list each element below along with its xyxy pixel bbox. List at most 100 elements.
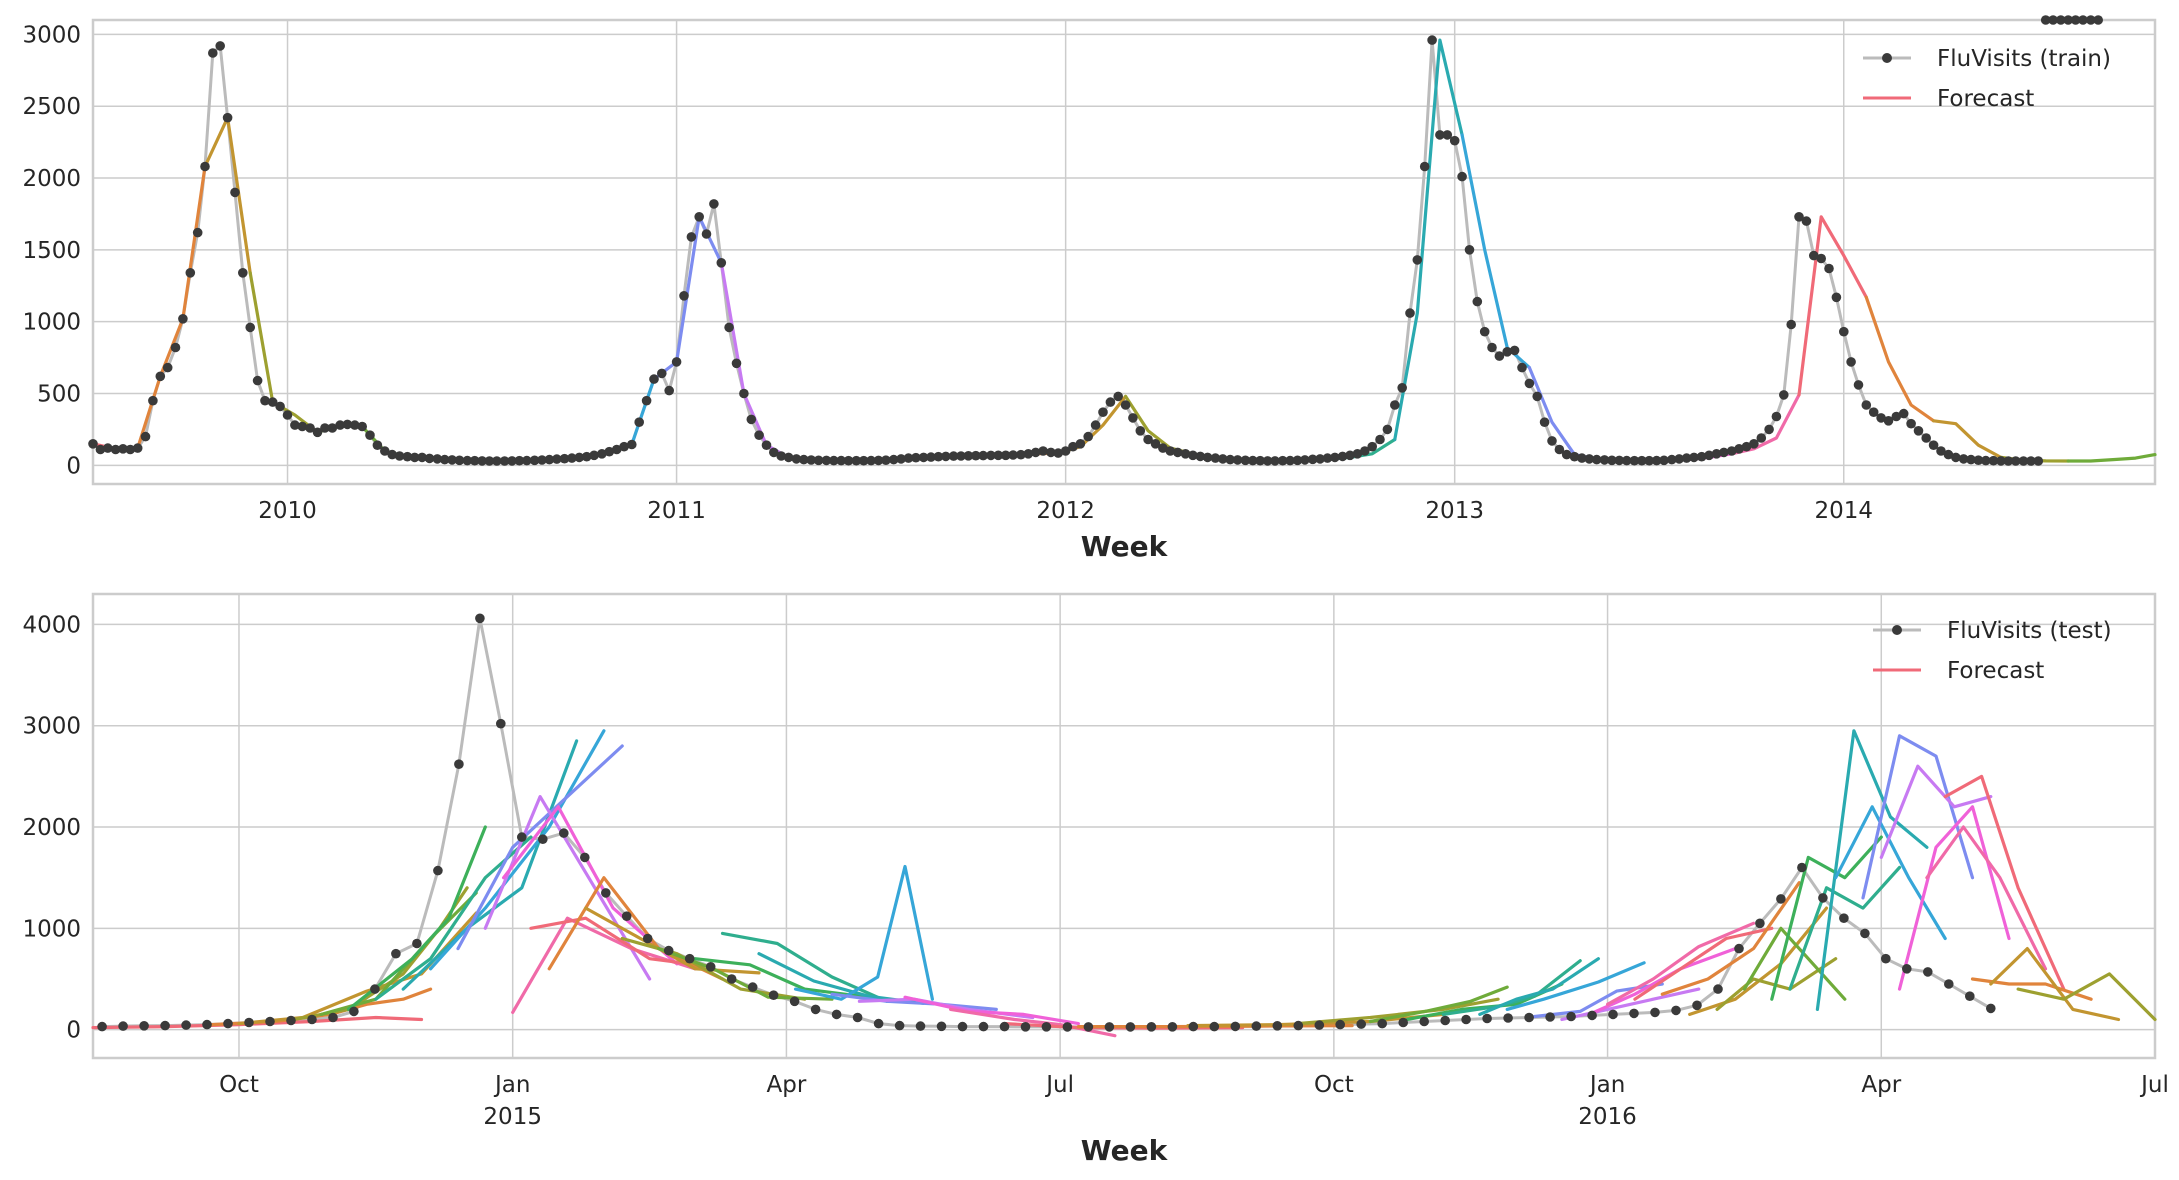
observed-point bbox=[1614, 455, 1625, 466]
observed-point bbox=[1756, 433, 1767, 443]
observed-point bbox=[1883, 416, 1894, 426]
observed-point bbox=[1776, 894, 1786, 904]
observed-point bbox=[97, 1021, 107, 1032]
observed-point bbox=[926, 452, 936, 462]
observed-point bbox=[858, 455, 869, 466]
observed-point bbox=[1390, 400, 1400, 410]
observed-point bbox=[178, 314, 188, 324]
observed-point bbox=[1375, 434, 1385, 445]
observed-point bbox=[843, 455, 854, 466]
observed-point bbox=[567, 453, 577, 463]
observed-point bbox=[1503, 1013, 1513, 1023]
observed-point bbox=[387, 449, 398, 460]
observed-point bbox=[1464, 245, 1475, 255]
forecast-segment bbox=[1864, 295, 1936, 423]
x-tick-label: Apr bbox=[767, 1072, 807, 1098]
observed-point bbox=[978, 1021, 989, 1032]
observed-point bbox=[185, 268, 196, 278]
observed-point bbox=[1786, 319, 1796, 330]
observed-point bbox=[1225, 454, 1235, 465]
forecast-segment bbox=[456, 744, 624, 951]
observed-point bbox=[1966, 454, 1976, 465]
x-tick-label: Oct bbox=[219, 1072, 259, 1098]
observed-point bbox=[559, 828, 569, 838]
observed-point bbox=[1986, 1003, 1996, 1014]
observed-point bbox=[1524, 378, 1535, 389]
x-tick-label: 2014 bbox=[1814, 498, 1873, 524]
observed-point bbox=[866, 455, 876, 466]
observed-point bbox=[918, 452, 929, 463]
observed-point bbox=[589, 450, 599, 461]
observed-point bbox=[1128, 413, 1138, 423]
observed-point bbox=[851, 455, 862, 466]
observed-point bbox=[1461, 1014, 1471, 1025]
observed-point bbox=[621, 911, 632, 921]
observed-point bbox=[873, 1018, 884, 1029]
observed-point bbox=[1165, 446, 1176, 456]
observed-point bbox=[537, 455, 547, 465]
observed-point bbox=[1472, 296, 1483, 307]
observed-point bbox=[454, 759, 464, 769]
observed-point bbox=[999, 1021, 1010, 1032]
observed-point bbox=[1734, 444, 1744, 454]
observed-point bbox=[1599, 455, 1610, 465]
observed-point bbox=[1398, 1017, 1408, 1028]
observed-point bbox=[941, 451, 951, 462]
train-x-ticks: 2010 2011 2012 2013 2014 bbox=[258, 498, 1873, 524]
observed-point bbox=[1891, 411, 1902, 422]
observed-point bbox=[1120, 400, 1131, 410]
observed-point bbox=[1621, 455, 1632, 466]
observed-point bbox=[1696, 451, 1707, 462]
observed-point bbox=[230, 187, 240, 198]
observed-point bbox=[684, 953, 695, 964]
observed-point bbox=[768, 990, 779, 1000]
observed-point bbox=[1083, 1022, 1094, 1032]
observed-point bbox=[1944, 979, 1954, 989]
y-tick-label: 0 bbox=[66, 1018, 81, 1044]
observed-point bbox=[993, 450, 1004, 461]
observed-point bbox=[118, 1021, 128, 1031]
forecast-segment bbox=[830, 992, 998, 1011]
observed-point bbox=[1135, 426, 1146, 436]
observed-point bbox=[402, 451, 413, 462]
x-tick-label: 2010 bbox=[258, 498, 317, 524]
observed-point bbox=[297, 421, 308, 432]
observed-point bbox=[1921, 433, 1931, 443]
observed-point bbox=[1382, 424, 1393, 435]
observed-point bbox=[260, 395, 270, 406]
observed-point bbox=[1098, 407, 1108, 418]
observed-point bbox=[739, 388, 749, 399]
test-series bbox=[91, 613, 2157, 1038]
observed-point bbox=[496, 718, 506, 729]
observed-point bbox=[1524, 1012, 1534, 1023]
observed-point bbox=[1881, 953, 1891, 964]
forecast-segment bbox=[1605, 921, 1756, 1006]
observed-point bbox=[1839, 913, 1849, 923]
observed-point bbox=[2040, 15, 2051, 25]
observed-point bbox=[1554, 444, 1565, 455]
legend-observed-label: FluVisits (train) bbox=[1937, 46, 2111, 72]
observed-point bbox=[370, 984, 380, 994]
observed-point bbox=[1839, 326, 1849, 337]
observed-point bbox=[2063, 15, 2073, 25]
observed-point bbox=[1607, 455, 1617, 466]
observed-point bbox=[1230, 1021, 1241, 1032]
observed-point bbox=[265, 1016, 275, 1027]
observed-point bbox=[1167, 1022, 1178, 1032]
observed-point bbox=[1356, 1019, 1366, 1029]
observed-point bbox=[391, 948, 401, 959]
observed-point bbox=[447, 455, 457, 465]
observed-point bbox=[1801, 216, 1812, 226]
forecast-segment bbox=[1368, 985, 1509, 1024]
observed-point bbox=[223, 1018, 233, 1029]
observed-point bbox=[1440, 1015, 1450, 1026]
forecast-segment bbox=[1925, 825, 2048, 971]
observed-point bbox=[1068, 441, 1078, 452]
observed-point bbox=[1218, 454, 1228, 464]
observed-point bbox=[604, 446, 615, 457]
test-x-axis-label: Week bbox=[1081, 1134, 1169, 1167]
x-tick-label: 2013 bbox=[1425, 498, 1484, 524]
observed-point bbox=[1868, 407, 1879, 418]
observed-point bbox=[1195, 451, 1206, 462]
observed-point bbox=[903, 453, 914, 463]
